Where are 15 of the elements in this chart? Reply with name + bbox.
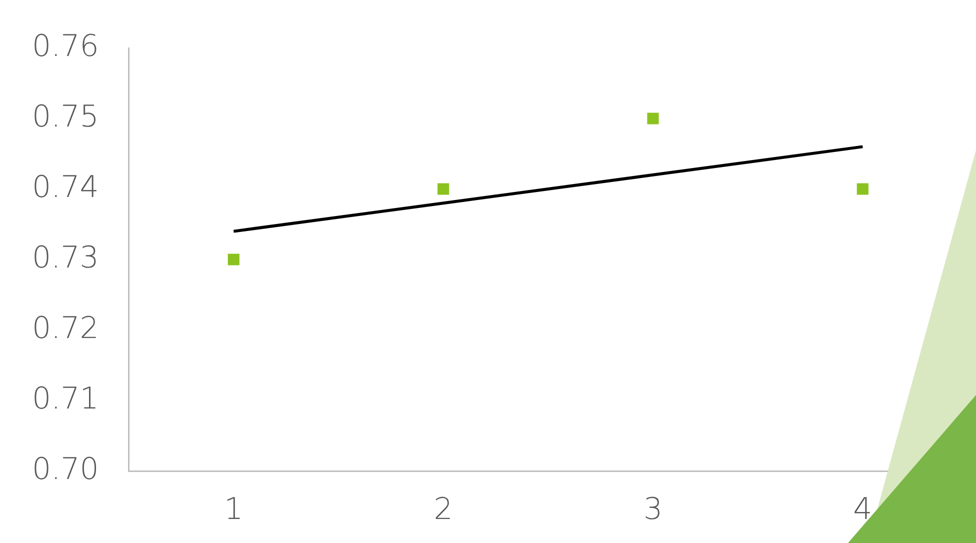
y-tick-label: 0.74 bbox=[32, 170, 99, 205]
x-tick-label: 4 bbox=[853, 492, 872, 527]
point bbox=[228, 254, 240, 266]
x-tick-label: 1 bbox=[224, 492, 244, 527]
y-tick-label: 0.73 bbox=[32, 240, 99, 276]
y-tick-label: 0.70 bbox=[32, 452, 99, 487]
point bbox=[438, 183, 450, 195]
x-tick-label: 3 bbox=[643, 492, 663, 527]
point bbox=[647, 112, 659, 124]
y-tick-label: 0.76 bbox=[32, 28, 99, 64]
y-tick-label: 0.71 bbox=[32, 381, 99, 416]
point bbox=[856, 183, 868, 195]
y-tick-label: 0.75 bbox=[32, 99, 99, 134]
y-tick-label: 0.72 bbox=[32, 310, 99, 346]
x-tick-label: 2 bbox=[434, 492, 453, 527]
